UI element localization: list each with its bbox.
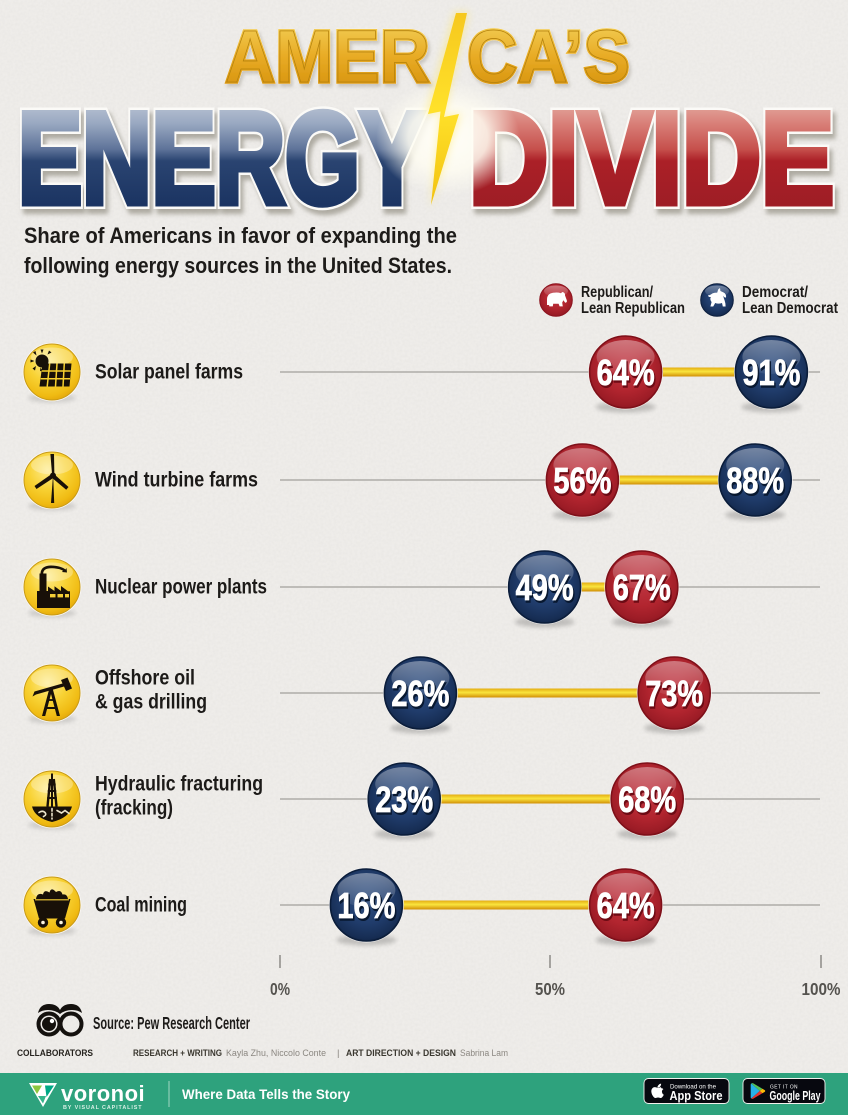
svg-text:Republican/: Republican/ [581,284,654,301]
svg-text:Lean Democrat: Lean Democrat [742,300,838,317]
svg-text:ENERGY: ENERGY [18,85,424,231]
svg-text:64%: 64% [597,885,655,926]
svg-text:56%: 56% [555,462,613,503]
svg-text:88%: 88% [726,460,784,501]
svg-text:67%: 67% [614,569,672,610]
svg-text:64%: 64% [598,354,656,395]
svg-text:Democrat/: Democrat/ [742,284,809,301]
svg-text:49%: 49% [517,569,575,610]
svg-text:Download on the: Download on the [670,1084,717,1091]
svg-text:Hydraulic fracturing: Hydraulic fracturing [95,773,263,796]
svg-text:16%: 16% [337,885,395,926]
svg-text:CA’S: CA’S [467,15,630,98]
svg-text:CA’S: CA’S [467,15,630,98]
svg-text:64%: 64% [598,887,656,928]
svg-text:voronoi: voronoi [61,1081,145,1106]
svg-text:BY VISUAL CAPITALIST: BY VISUAL CAPITALIST [63,1105,142,1111]
svg-text:Nuclear power plants: Nuclear power plants [95,576,267,599]
svg-text:AMER: AMER [225,15,430,98]
svg-text:91%: 91% [742,352,800,393]
svg-text:67%: 67% [613,567,671,608]
svg-text:68%: 68% [619,781,677,822]
svg-text:following energy sources in th: following energy sources in the United S… [24,253,452,278]
svg-text:AMER: AMER [225,15,430,98]
svg-text:Wind turbine farms: Wind turbine farms [95,469,258,492]
svg-text:AMER: AMER [225,15,430,98]
svg-text:50%: 50% [535,979,565,999]
svg-text:CA’S: CA’S [467,15,630,98]
svg-text:49%: 49% [516,567,574,608]
svg-text:Kayla Zhu, Niccolo Conte: Kayla Zhu, Niccolo Conte [226,1048,326,1059]
svg-text:ENERGY: ENERGY [18,85,424,231]
svg-text:88%: 88% [727,462,785,503]
svg-text:DIVIDE: DIVIDE [469,85,834,231]
svg-text:68%: 68% [618,779,676,820]
svg-text:16%: 16% [339,887,397,928]
svg-text:56%: 56% [553,460,611,501]
svg-text:COLLABORATORS: COLLABORATORS [17,1048,94,1059]
svg-text:Share of Americans in favor of: Share of Americans in favor of expanding… [24,223,457,248]
svg-text:Solar panel farms: Solar panel farms [95,361,243,384]
svg-text:0%: 0% [270,979,290,999]
svg-text:73%: 73% [645,673,703,714]
svg-text:23%: 23% [376,781,434,822]
svg-text:& gas drilling: & gas drilling [95,691,207,714]
svg-text:|: | [337,1048,340,1059]
svg-text:ART DIRECTION + DESIGN: ART DIRECTION + DESIGN [346,1048,456,1059]
svg-text:26%: 26% [393,675,451,716]
svg-text:(fracking): (fracking) [95,797,173,820]
svg-text:23%: 23% [375,779,433,820]
svg-text:App Store: App Store [670,1089,723,1103]
svg-text:GET IT ON: GET IT ON [770,1084,798,1090]
svg-text:26%: 26% [391,673,449,714]
svg-text:Lean Republican: Lean Republican [581,300,685,317]
svg-text:Google Play: Google Play [770,1089,821,1103]
svg-text:Sabrina Lam: Sabrina Lam [460,1048,508,1059]
svg-text:91%: 91% [744,354,802,395]
svg-text:Source: Pew Research Center: Source: Pew Research Center [93,1013,250,1033]
svg-text:73%: 73% [646,675,704,716]
svg-text:Where Data Tells the Story: Where Data Tells the Story [182,1087,350,1102]
svg-text:100%: 100% [802,979,841,999]
svg-text:Offshore oil: Offshore oil [95,667,195,690]
svg-text:DIVIDE: DIVIDE [469,85,834,231]
svg-text:Coal mining: Coal mining [95,894,187,917]
svg-text:RESEARCH + WRITING: RESEARCH + WRITING [133,1048,222,1059]
svg-text:64%: 64% [597,352,655,393]
